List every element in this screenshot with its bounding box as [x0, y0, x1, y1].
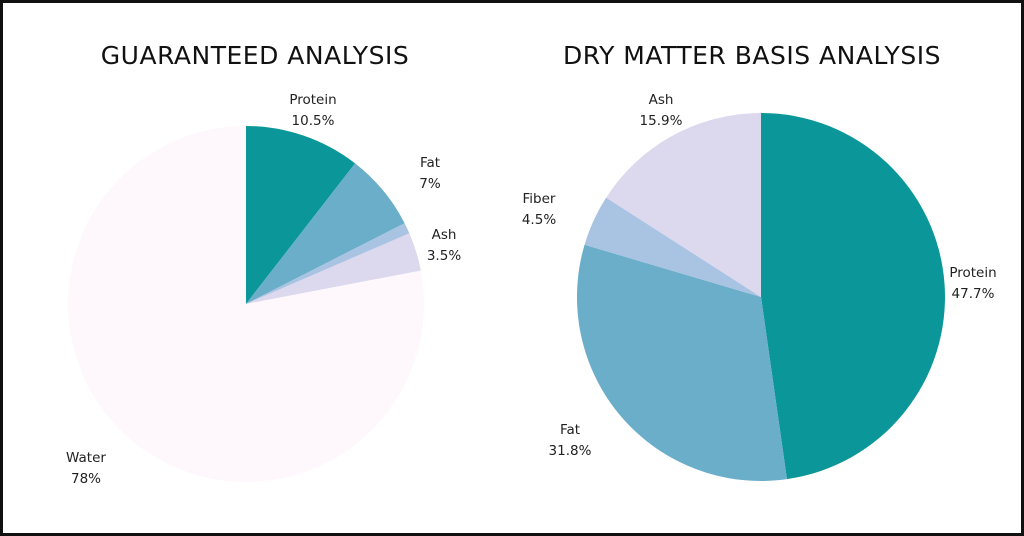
pie-slice-protein — [246, 126, 356, 304]
pie-slice-ash — [246, 233, 421, 304]
slice-label-name: Fat — [420, 155, 440, 171]
slice-label-value: 78% — [71, 471, 101, 487]
slice-label-protein: Protein 47.7% — [949, 265, 996, 302]
pie-dry-matter-analysis: Protein 47.7% Fat 31.8% Fiber 4.5% Ash 15.9% — [522, 92, 997, 481]
slice-label-value: 47.7% — [952, 286, 995, 302]
slice-label-value: 31.8% — [549, 443, 592, 459]
pie-slice-protein — [761, 113, 945, 480]
slice-label-protein: Protein 10.5% — [289, 92, 336, 129]
slice-label-fiber: Fiber 4.5% — [522, 191, 556, 228]
slice-label-name: Ash — [432, 227, 457, 243]
pie-slice-water — [68, 126, 425, 482]
slice-label-fat: Fat 31.8% — [549, 422, 592, 459]
pie-slice-fiber — [246, 223, 410, 304]
slice-label-value: 7% — [419, 176, 441, 192]
pie-slice-fat — [576, 244, 787, 481]
pie-guaranteed-analysis: Protein 10.5% Fat 7% Ash 3.5% Water 78% — [66, 92, 461, 487]
chart-title-dry-matter: DRY MATTER BASIS ANALYSIS — [563, 41, 941, 70]
slice-label-name: Protein — [949, 265, 996, 281]
chart-title-guaranteed: GUARANTEED ANALYSIS — [101, 41, 409, 70]
pie-slice-fiber — [584, 197, 761, 297]
pie-slice-ash — [606, 113, 761, 297]
slice-label-value: 3.5% — [427, 248, 461, 264]
slice-label-value: 4.5% — [522, 212, 556, 228]
slice-label-name: Water — [66, 450, 106, 466]
slice-label-fat: Fat 7% — [419, 155, 441, 192]
pie-slice-fat — [246, 163, 405, 304]
slice-label-ash: Ash 15.9% — [640, 92, 683, 129]
slice-label-name: Fiber — [523, 191, 556, 207]
slice-label-name: Ash — [649, 92, 674, 108]
slice-label-value: 10.5% — [292, 113, 335, 129]
slice-label-name: Protein — [289, 92, 336, 108]
slice-label-ash: Ash 3.5% — [427, 227, 461, 264]
slice-label-name: Fat — [560, 422, 580, 438]
slice-label-value: 15.9% — [640, 113, 683, 129]
slice-label-water: Water 78% — [66, 450, 106, 487]
